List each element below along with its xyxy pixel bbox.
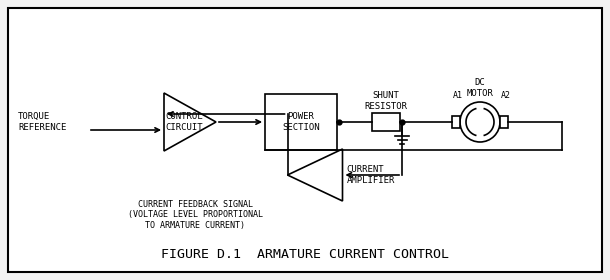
Text: CURRENT
AMPLIFIER: CURRENT AMPLIFIER: [346, 165, 395, 185]
Bar: [500, 116, 508, 128]
Bar: [265, 94, 337, 150]
Text: CURRENT FEEDBACK SIGNAL
(VOLTAGE LEVEL PROPORTIONAL
TO ARMATURE CURRENT): CURRENT FEEDBACK SIGNAL (VOLTAGE LEVEL P…: [127, 200, 262, 230]
Text: CONTROL
CIRCUIT: CONTROL CIRCUIT: [165, 112, 203, 132]
Bar: [372, 113, 400, 131]
Text: SHUNT
RESISTOR: SHUNT RESISTOR: [365, 91, 407, 111]
Text: POWER
SECTION: POWER SECTION: [282, 112, 320, 132]
Text: A1: A1: [453, 91, 463, 100]
Text: DC
MOTOR: DC MOTOR: [467, 78, 493, 98]
Text: TORQUE
REFERENCE: TORQUE REFERENCE: [18, 112, 66, 132]
Bar: [452, 116, 460, 128]
Text: A2: A2: [501, 91, 511, 100]
Circle shape: [460, 102, 500, 142]
Text: FIGURE D.1  ARMATURE CURRENT CONTROL: FIGURE D.1 ARMATURE CURRENT CONTROL: [161, 249, 449, 262]
